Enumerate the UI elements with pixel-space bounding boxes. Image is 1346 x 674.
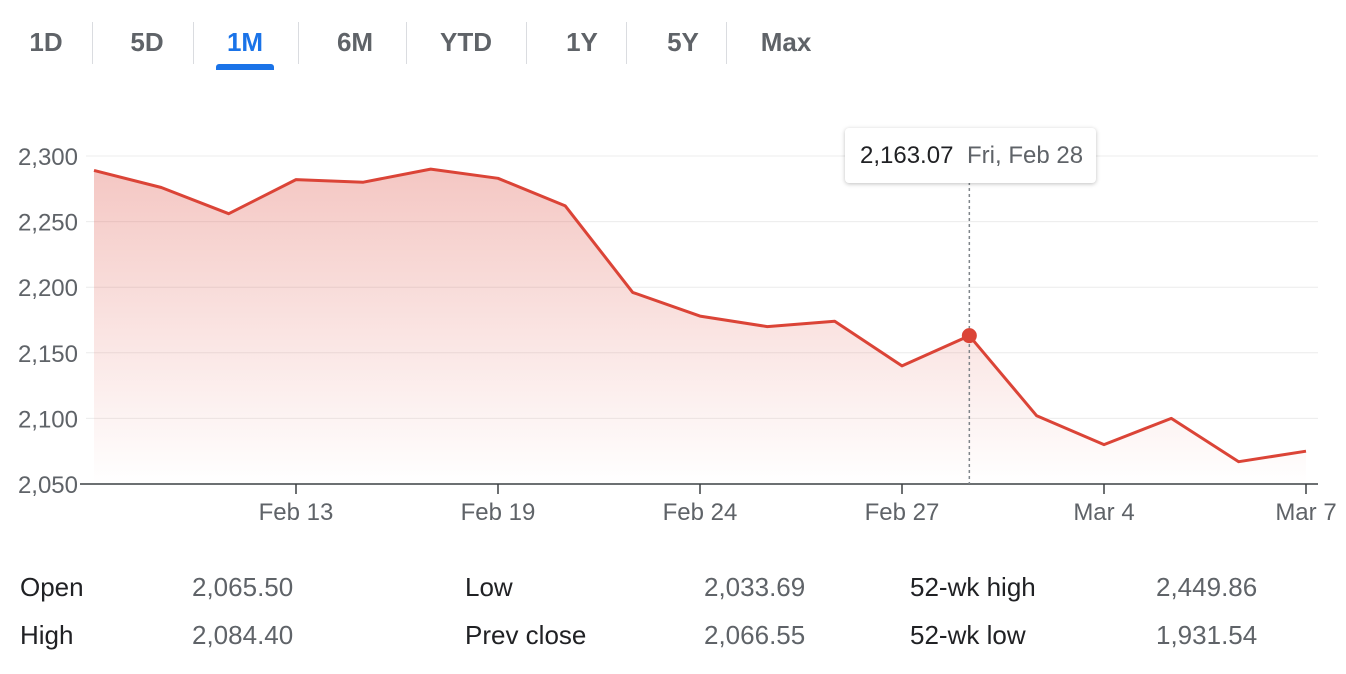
data-point — [561, 202, 569, 210]
tab-1m-label: 1M — [226, 27, 264, 57]
stat-value-high: 2,084.40 — [192, 620, 294, 650]
tooltip-date: Fri, Feb 28 — [967, 142, 1084, 169]
data-point — [1235, 458, 1243, 466]
stat-label-52wk-low: 52-wk low — [910, 620, 1026, 650]
stat-value-52wk-high: 2,449.86 — [1156, 572, 1258, 602]
y-tick-label: 2,250 — [18, 210, 78, 237]
y-tick-label: 2,100 — [18, 406, 78, 433]
stat-label-prev-close: Prev close — [465, 620, 587, 650]
tab-divider — [626, 22, 627, 64]
y-axis: 2,300 2,250 2,200 2,150 2,100 2,050 — [18, 144, 78, 499]
data-point — [629, 288, 637, 296]
stat-label-52wk-high: 52-wk high — [910, 572, 1036, 602]
stat-value-low: 2,033.69 — [704, 572, 806, 602]
data-point — [1100, 441, 1108, 449]
price-line — [93, 167, 1307, 464]
stat-label-high: High — [20, 620, 74, 650]
tab-divider — [298, 22, 299, 64]
tab-max[interactable]: Max — [760, 27, 812, 57]
data-point — [763, 323, 771, 331]
data-point — [359, 178, 367, 186]
data-point — [898, 362, 906, 370]
x-tick-label: Mar 4 — [1073, 499, 1134, 526]
tab-1m[interactable]: 1M — [216, 18, 274, 70]
tab-5y[interactable]: 5Y — [667, 27, 699, 57]
tab-5d[interactable]: 5D — [130, 27, 164, 57]
highlight-point — [961, 328, 977, 344]
tab-6m[interactable]: 6M — [336, 27, 374, 57]
active-tab-indicator — [216, 64, 274, 70]
x-tick-label: Mar 7 — [1275, 499, 1336, 526]
tab-ytd[interactable]: YTD — [440, 27, 492, 57]
stat-label-low: Low — [465, 572, 513, 602]
tab-divider — [726, 22, 727, 64]
data-point — [292, 176, 300, 184]
data-point — [225, 210, 233, 218]
data-point — [696, 312, 704, 320]
data-point — [157, 183, 165, 191]
tab-1d[interactable]: 1D — [29, 27, 63, 57]
x-tick-label: Feb 24 — [663, 499, 738, 526]
tab-divider — [526, 22, 527, 64]
data-point — [1167, 414, 1175, 422]
tooltip-value: 2,163.07 — [860, 142, 954, 169]
tab-divider — [406, 22, 407, 64]
y-tick-label: 2,200 — [18, 275, 78, 302]
stat-value-open: 2,065.50 — [192, 572, 294, 602]
data-point — [427, 165, 435, 173]
y-tick-label: 2,150 — [18, 341, 78, 368]
data-point — [494, 174, 502, 182]
data-point — [1033, 412, 1041, 420]
y-tick-label: 2,050 — [18, 472, 78, 499]
price-tooltip: 2,163.07 Fri, Feb 28 — [845, 128, 1096, 183]
x-tick-label: Feb 13 — [259, 499, 334, 526]
data-point — [831, 317, 839, 325]
data-point — [1302, 447, 1310, 455]
x-axis: Feb 13 Feb 19 Feb 24 Feb 27 Mar 4 Mar 7 — [259, 484, 1337, 526]
tab-divider — [193, 22, 194, 64]
stat-label-open: Open — [20, 572, 84, 602]
price-area — [94, 169, 1306, 484]
x-tick-label: Feb 27 — [865, 499, 940, 526]
y-tick-label: 2,300 — [18, 144, 78, 171]
tab-1y[interactable]: 1Y — [566, 27, 598, 57]
stat-value-prev-close: 2,066.55 — [704, 620, 806, 650]
x-tick-label: Feb 19 — [461, 499, 536, 526]
range-tabs: 1D 5D 1M 6M YTD 1Y 5Y Max — [0, 18, 860, 72]
stat-value-52wk-low: 1,931.54 — [1156, 620, 1258, 650]
data-point — [90, 166, 98, 174]
key-stats: Open 2,065.50 High 2,084.40 Low 2,033.69… — [0, 570, 1346, 670]
tab-divider — [92, 22, 93, 64]
